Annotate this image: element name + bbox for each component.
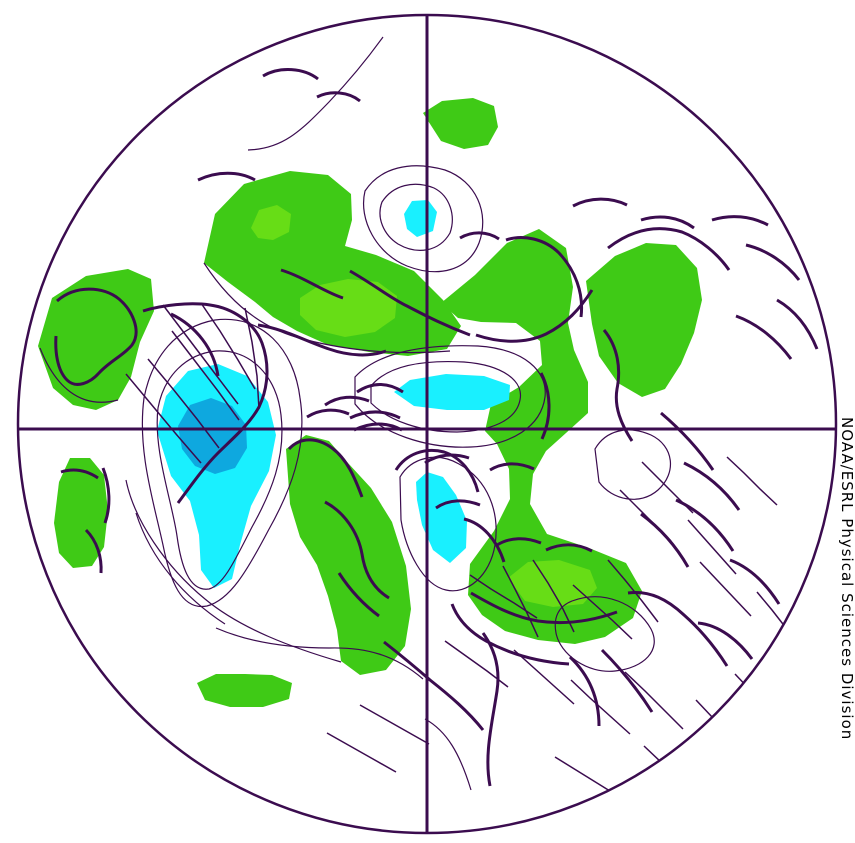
contour-lines [39,36,672,791]
positive-core-region [508,560,597,607]
positive-core-region [300,279,397,337]
polar-circle [16,13,838,835]
coastlines [54,68,819,787]
negative-anomaly-region [404,200,437,237]
positive-anomaly-region [586,243,702,397]
credit-label: NOAA/ESRL Physical Sciences Division [838,417,855,741]
positive-core-region [251,205,291,240]
negative-anomaly-region [394,374,510,410]
negative-anomaly-region [416,472,467,563]
borders [125,302,801,801]
positive-anomaly-region [286,435,411,675]
positive-anomaly-region [197,674,292,707]
positive-anomaly-region [423,98,498,149]
